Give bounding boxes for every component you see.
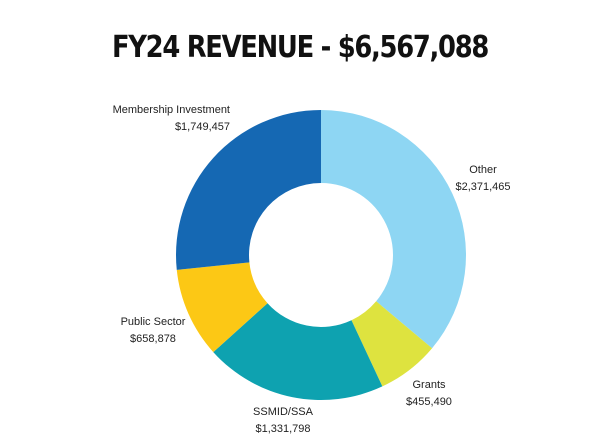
- slice-value-label: $455,490: [406, 396, 452, 408]
- slice-value-label: $2,371,465: [455, 181, 511, 193]
- slice-label-ssmid-ssa: SSMID/SSA $1,331,798: [238, 404, 328, 438]
- slice-value-label: $1,749,457: [174, 121, 230, 133]
- slice-category-label: Other: [469, 164, 497, 176]
- slice-category-label: SSMID/SSA: [253, 406, 313, 418]
- donut-slice-membership-investment: [175, 110, 321, 270]
- slice-category-label: Grants: [412, 379, 446, 391]
- slice-category-label: Public Sector: [120, 316, 186, 328]
- donut-slice-grants: [351, 301, 433, 387]
- slice-value-label: $1,331,798: [255, 423, 311, 435]
- donut-slice-ssmid-ssa: [213, 303, 383, 400]
- slice-label-public-sector: Public Sector $658,878: [108, 314, 198, 348]
- chart-title: FY24 REVENUE - $6,567,088: [111, 30, 489, 65]
- slice-label-grants: Grants $455,490: [394, 377, 464, 411]
- slice-label-other: Other $2,371,465: [443, 162, 523, 196]
- slice-label-membership-investment: Membership Investment $1,749,457: [113, 102, 230, 136]
- donut-slice-public-sector: [176, 262, 268, 353]
- donut-slice-other: [321, 110, 467, 349]
- slice-category-label: Membership Investment: [112, 104, 230, 116]
- slice-value-label: $658,878: [130, 333, 176, 345]
